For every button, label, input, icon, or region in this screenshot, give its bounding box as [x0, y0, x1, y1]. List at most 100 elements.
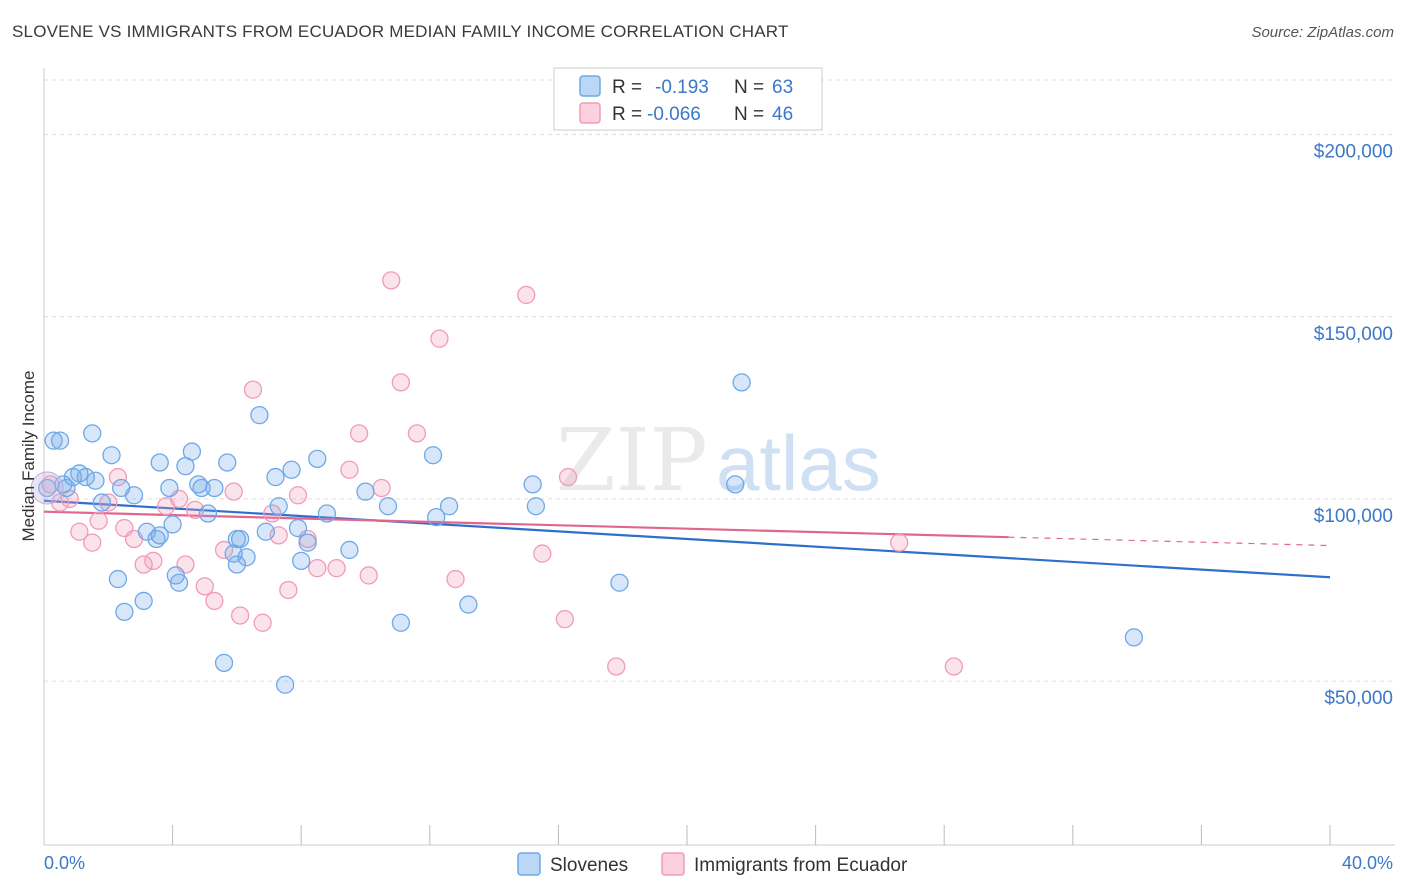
legend-swatch-slovenes [579, 75, 601, 97]
point-slovenes [108, 569, 128, 589]
y-tick-label: $100,000 [1314, 506, 1393, 527]
point-ecuador [446, 569, 465, 589]
watermark-zip: ZIP [556, 411, 708, 511]
legend-n-value-2: 46 [772, 104, 793, 125]
point-slovenes [227, 555, 247, 574]
point-ecuador [144, 551, 163, 571]
y-tick-label: $50,000 [1324, 688, 1393, 709]
legend-n-value-1: 63 [772, 77, 793, 98]
point-slovenes [391, 613, 411, 632]
point-ecuador [134, 555, 153, 574]
point-ecuador [372, 478, 391, 498]
watermark-atlas: atlas [716, 419, 881, 507]
trend-line-ecuador [43, 510, 1009, 539]
point-slovenes [86, 471, 105, 490]
point-ecuador [382, 271, 401, 290]
source-label: Source: ZipAtlas.com [1251, 24, 1394, 41]
legend-r-value-1: -0.193 [655, 77, 709, 98]
point-ecuador [533, 544, 552, 563]
point-slovenes [44, 431, 63, 450]
tick-labels: $50,000 $100,000 $150,000 $200,000 0.0% 40.0%… [19, 142, 1393, 873]
point-slovenes [150, 453, 169, 472]
point-slovenes [218, 453, 237, 472]
legend-n-label-1: N = [734, 77, 764, 98]
x-tick-label-min: 0.0% [44, 853, 85, 873]
point-slovenes [250, 405, 269, 425]
chart-title: SLOVENE VS IMMIGRANTS FROM ECUADOR MEDIA… [12, 22, 789, 41]
point-slovenes [292, 551, 311, 571]
point-slovenes [83, 424, 102, 443]
point-slovenes [237, 548, 256, 567]
point-slovenes [205, 478, 224, 498]
point-slovenes [92, 493, 112, 512]
point-slovenes [610, 573, 629, 592]
gridlines [44, 79, 1395, 682]
point-ecuador [391, 373, 411, 392]
point-ecuador [944, 657, 963, 676]
point-ecuador [214, 540, 234, 560]
point-slovenes [439, 497, 459, 516]
legend-n-label-2: N = [734, 104, 764, 125]
point-slovenes [308, 449, 327, 469]
point-slovenes [214, 653, 234, 673]
point-slovenes [50, 431, 70, 450]
point-ecuador [263, 504, 282, 523]
point-slovenes [288, 518, 308, 538]
point-slovenes [298, 533, 317, 552]
point-ecuador [108, 467, 128, 487]
point-slovenes [726, 475, 745, 494]
point-slovenes [230, 529, 250, 549]
point-slovenes [192, 478, 211, 498]
point-slovenes [427, 507, 446, 527]
point-ecuador [89, 511, 108, 530]
point-slovenes [356, 482, 375, 501]
series-legend: Slovenes Immigrants from Ecuador [517, 852, 908, 876]
point-ecuador [83, 533, 102, 552]
bottom-legend-slovenes: Slovenes [550, 855, 628, 876]
point-slovenes [115, 602, 134, 622]
point-ecuador [243, 380, 263, 399]
point-slovenes [76, 467, 95, 487]
data-points [30, 271, 1144, 694]
point-ecuador [279, 580, 298, 600]
point-ecuador [517, 285, 536, 305]
point-slovenes [423, 446, 443, 465]
watermark: ZIP atlas [556, 411, 881, 511]
y-tick-label: $150,000 [1314, 324, 1393, 345]
legend-swatch-ecuador [579, 102, 601, 124]
point-slovenes [269, 497, 288, 516]
point-slovenes [526, 497, 546, 516]
point-slovenes [134, 591, 153, 611]
point-slovenes [378, 497, 398, 516]
point-slovenes [266, 467, 285, 487]
point-ecuador [205, 591, 224, 611]
point-ecuador [327, 558, 346, 578]
point-slovenes [317, 504, 337, 523]
point-slovenes [169, 573, 189, 592]
point-slovenes [163, 515, 182, 534]
trend-line-slovenes [43, 499, 1331, 579]
point-ecuador [607, 657, 626, 676]
point-slovenes [523, 475, 542, 494]
axes [43, 68, 1395, 846]
point-slovenes [182, 442, 202, 461]
point-slovenes [340, 540, 359, 560]
point-ecuador [359, 566, 378, 585]
point-slovenes [198, 504, 218, 523]
point-slovenes [124, 486, 144, 505]
point-ecuador [99, 493, 118, 512]
point-ecuador [340, 460, 359, 479]
point-slovenes [459, 595, 478, 614]
point-ecuador [288, 486, 308, 505]
point-ecuador [224, 482, 243, 501]
x-tick-label-max: 40.0% [1342, 853, 1393, 873]
point-ecuador [349, 424, 369, 443]
point-slovenes [282, 460, 301, 479]
point-slovenes [150, 526, 169, 545]
point-ecuador [430, 329, 449, 348]
bottom-legend-ecuador: Immigrants from Ecuador [694, 855, 908, 876]
bottom-legend-swatch-slovenes [517, 852, 541, 876]
trend-line-ecuador-extrapolated [1008, 536, 1331, 547]
correlation-legend: R = -0.193 N = 63 R = -0.066 N = 46 [553, 67, 823, 131]
